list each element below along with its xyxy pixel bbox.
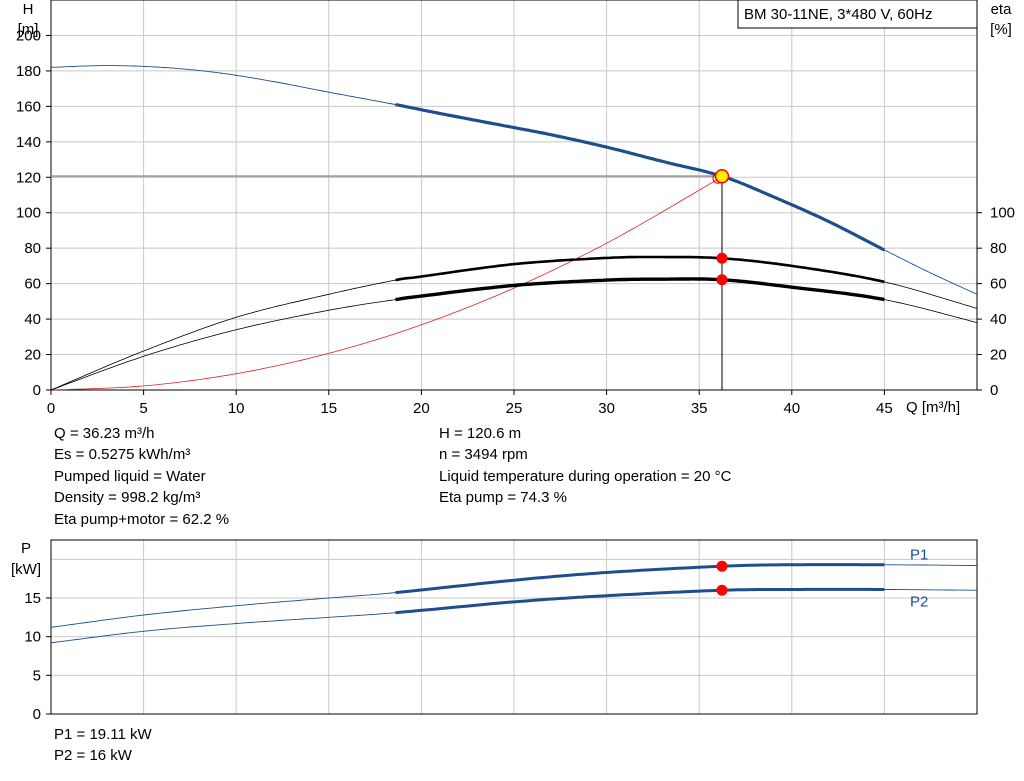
duty-point-marker [714, 168, 730, 184]
chart-title-box [737, 0, 978, 29]
head-curve-operating [395, 103, 886, 252]
x-tick-label: 20 [413, 400, 430, 417]
eta-pump-curve-operating [395, 255, 885, 284]
main-chart: 0 5 10 15 20 25 30 35 40 45 0 20 40 60 80 100 120 140 160… [16, 0, 1015, 417]
y-left-label-line2: [m] [18, 21, 39, 38]
x-tick-label: 5 [139, 400, 147, 417]
y-right-tick-label: 80 [990, 240, 1007, 257]
x-tick-label: 10 [228, 400, 245, 417]
power-y-tick-label: 15 [24, 590, 41, 607]
p2-marker [716, 584, 728, 596]
info-eta-pump-motor: Eta pump+motor = 62.2 % [54, 510, 230, 528]
info-power: P1 = 19.11 kW P2 = 16 kW [54, 724, 152, 767]
y-right-tick-label: 100 [990, 205, 1015, 222]
info-eta-pump: Eta pump = 74.3 % [439, 489, 567, 507]
y-right-tick-label: 40 [990, 311, 1007, 328]
x-axis-label: Q [m³/h] [906, 399, 960, 416]
power-series-name-p1: P1 [910, 547, 928, 564]
eta-pump-motor-marker [716, 274, 728, 286]
info-liquid-temperature: Liquid temperature during operation = 20… [439, 467, 732, 485]
power-series-name-p2: P2 [910, 593, 928, 610]
x-tick-label: 0 [47, 400, 55, 417]
x-tick-label: 35 [691, 400, 708, 417]
y-left-tick-label: 0 [33, 382, 41, 399]
y-right-tick-label: 20 [990, 347, 1007, 364]
y-right-tick-label: 60 [990, 276, 1007, 293]
power-p2-curve-operating [395, 587, 885, 615]
chart-title: BM 30-11NE, 3*480 V, 60Hz [744, 6, 932, 23]
info-left-column: Q = 36.23 m³/h Es = 0.5275 kWh/m³ Pumped… [54, 423, 229, 530]
main-series [50, 65, 978, 391]
y-left-label-line1: H [23, 1, 34, 18]
info-pumped-liquid: Pumped liquid = Water [54, 467, 206, 485]
x-tick-label: 30 [598, 400, 615, 417]
x-tick-label: 25 [506, 400, 523, 417]
y-left-tick-label: 100 [16, 205, 41, 222]
info-flow: Q = 36.23 m³/h [54, 425, 155, 442]
y-left-tick-label: 40 [24, 311, 41, 328]
power-left-ticks: 0 5 10 15 [24, 590, 51, 723]
power-duty-point [716, 560, 728, 596]
y-left-tick-label: 160 [16, 98, 41, 115]
main-left-ticks: 0 20 40 60 80 100 120 140 160 180 200 [16, 27, 51, 399]
power-y-tick-label: 10 [24, 629, 41, 646]
power-series [50, 563, 978, 644]
power-y-tick-label: 5 [33, 667, 41, 684]
power-p1-curve-operating [395, 563, 885, 595]
power-y-tick-label: 0 [33, 706, 41, 723]
y-left-tick-label: 180 [16, 63, 41, 80]
power-y-label-line1: P [21, 540, 31, 557]
y-left-tick-label: 20 [24, 347, 41, 364]
eta-pump-marker [716, 252, 728, 264]
main-duty-point [712, 168, 730, 286]
power-series-names: P1 P2 [910, 547, 928, 611]
info-density: Density = 998.2 kg/m³ [54, 489, 201, 507]
x-tick-label: 45 [876, 400, 893, 417]
p1-marker [716, 560, 728, 572]
info-p2: P2 = 16 kW [54, 747, 132, 765]
info-right-column: H = 120.6 m n = 3494 rpm Liquid temperat… [439, 423, 731, 509]
y-right-label-line2: [%] [990, 21, 1012, 38]
x-tick-label: 15 [320, 400, 337, 417]
power-y-label-line2: [kW] [11, 561, 41, 578]
y-right-label-line1: eta [991, 1, 1013, 18]
y-left-tick-label: 60 [24, 276, 41, 293]
y-left-tick-label: 120 [16, 169, 41, 186]
info-speed: n = 3494 rpm [439, 446, 528, 464]
x-tick-label: 40 [783, 400, 800, 417]
y-left-tick-label: 140 [16, 134, 41, 151]
y-left-tick-label: 80 [24, 240, 41, 257]
y-left-tick-label: 200 [16, 27, 41, 44]
main-right-ticks: 0 20 40 60 80 100 [977, 205, 1015, 399]
y-right-tick-label: 0 [990, 382, 998, 399]
power-chart: 0 5 10 15 P1 P2 P [kW] [11, 539, 978, 723]
eta-pump-motor-curve-operating [395, 277, 885, 302]
info-head: H = 120.6 m [439, 425, 522, 442]
main-x-ticks: 0 5 10 15 20 25 30 35 40 45 [47, 390, 893, 417]
info-specific-energy: Es = 0.5275 kWh/m³ [54, 446, 191, 464]
info-p1: P1 = 19.11 kW [54, 726, 152, 743]
system-curve-full [50, 175, 723, 391]
main-grid [50, 0, 978, 391]
